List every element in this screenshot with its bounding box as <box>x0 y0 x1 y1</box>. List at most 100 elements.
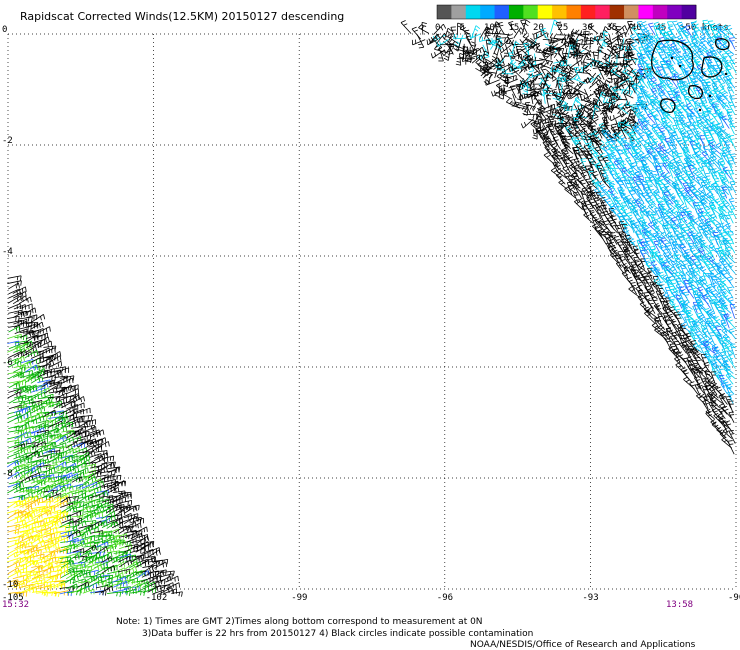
wind-barb <box>453 39 462 52</box>
lat-tick-label: -8 <box>2 469 13 479</box>
wind-barb <box>7 346 21 353</box>
wind-barb <box>603 85 615 99</box>
wind-barb <box>592 100 599 115</box>
wind-barb <box>632 84 640 99</box>
wind-barb <box>643 240 654 255</box>
wind-barb <box>576 51 583 64</box>
wind-barb <box>455 53 462 66</box>
wind-barb <box>610 94 616 110</box>
wind-barb <box>602 97 616 104</box>
wind-barb <box>447 33 459 44</box>
wind-barb <box>101 511 116 520</box>
wind-barb <box>556 56 568 69</box>
wind-barb <box>582 66 595 79</box>
wind-barb <box>568 59 583 69</box>
legend-swatch <box>624 5 639 19</box>
wind-barb <box>696 393 706 405</box>
wind-barb <box>494 23 500 35</box>
wind-barb <box>728 37 736 50</box>
wind-barb <box>607 95 618 110</box>
wind-barb <box>88 579 103 588</box>
legend-tick-label: 5 <box>460 23 465 33</box>
wind-barb <box>484 66 497 74</box>
wind-barb <box>556 101 568 110</box>
wind-barb <box>633 256 639 269</box>
wind-barb <box>625 100 638 106</box>
legend-tick-label: 20 <box>533 23 544 33</box>
wind-barb <box>530 84 542 96</box>
lon-tick-label: -93 <box>582 593 598 603</box>
wind-barb <box>555 46 563 60</box>
wind-barb <box>646 41 658 54</box>
wind-barb <box>725 24 736 39</box>
wind-barb <box>444 27 453 40</box>
wind-barb <box>561 89 573 104</box>
wind-barb <box>497 22 505 35</box>
wind-barb <box>686 96 696 110</box>
wind-barb <box>664 217 674 230</box>
wind-barb <box>436 39 449 47</box>
wind-barb <box>503 44 510 57</box>
wind-barb <box>692 71 704 84</box>
wind-barb <box>411 39 426 46</box>
wind-barb <box>113 561 126 569</box>
wind-barb <box>651 110 662 124</box>
wind-barb <box>627 21 633 35</box>
wind-barb <box>707 61 719 74</box>
wind-barb <box>617 103 629 115</box>
wind-barb <box>683 31 692 45</box>
wind-barb <box>718 88 728 100</box>
time-right: 13:58 <box>666 600 693 610</box>
wind-barb <box>646 63 653 79</box>
wind-barb <box>465 35 474 50</box>
wind-barb <box>66 583 78 590</box>
wind-barb <box>485 79 500 86</box>
wind-barb <box>688 74 696 90</box>
color-legend: 051015202530354045>50 knots <box>435 4 729 33</box>
wind-barb <box>702 400 710 414</box>
wind-barb <box>8 547 21 554</box>
wind-barb <box>484 27 493 40</box>
wind-barb <box>658 86 669 99</box>
wind-barb <box>589 37 596 50</box>
legend-tick-label: 15 <box>509 23 520 33</box>
wind-barb <box>141 549 154 555</box>
wind-barb <box>644 310 656 324</box>
wind-barb <box>562 109 575 120</box>
wind-barb <box>638 59 648 74</box>
wind-barb <box>721 57 733 70</box>
contamination-dot <box>670 56 674 60</box>
wind-barb <box>670 52 682 64</box>
wind-barb <box>568 67 576 79</box>
wind-barb <box>657 91 668 104</box>
wind-barb <box>655 70 662 84</box>
wind-barb <box>700 97 708 110</box>
wind-barb <box>726 316 736 330</box>
wind-barb <box>611 83 625 96</box>
wind-barb <box>582 52 592 64</box>
wind-barb <box>513 27 525 39</box>
wind-barb <box>628 51 637 66</box>
lat-tick-label: -4 <box>2 247 13 257</box>
wind-barb <box>548 38 560 45</box>
wind-barb <box>681 81 688 95</box>
wind-barb <box>680 27 689 39</box>
wind-barb <box>14 320 28 328</box>
wind-barb <box>709 295 718 310</box>
wind-barb <box>647 112 656 125</box>
wind-barb <box>471 25 481 39</box>
wind-barb <box>462 45 469 60</box>
wind-barb <box>648 36 661 50</box>
wind-barb <box>658 271 667 284</box>
legend-tick-label: 45 <box>656 23 667 33</box>
wind-barb <box>7 413 22 419</box>
wind-barb <box>567 82 574 95</box>
wind-barb <box>533 112 544 126</box>
wind-barb <box>493 40 503 55</box>
wind-barb <box>727 186 733 199</box>
wind-barb <box>703 25 712 39</box>
wind-barb <box>727 101 736 115</box>
wind-barb <box>566 74 572 89</box>
wind-barb <box>716 25 723 40</box>
